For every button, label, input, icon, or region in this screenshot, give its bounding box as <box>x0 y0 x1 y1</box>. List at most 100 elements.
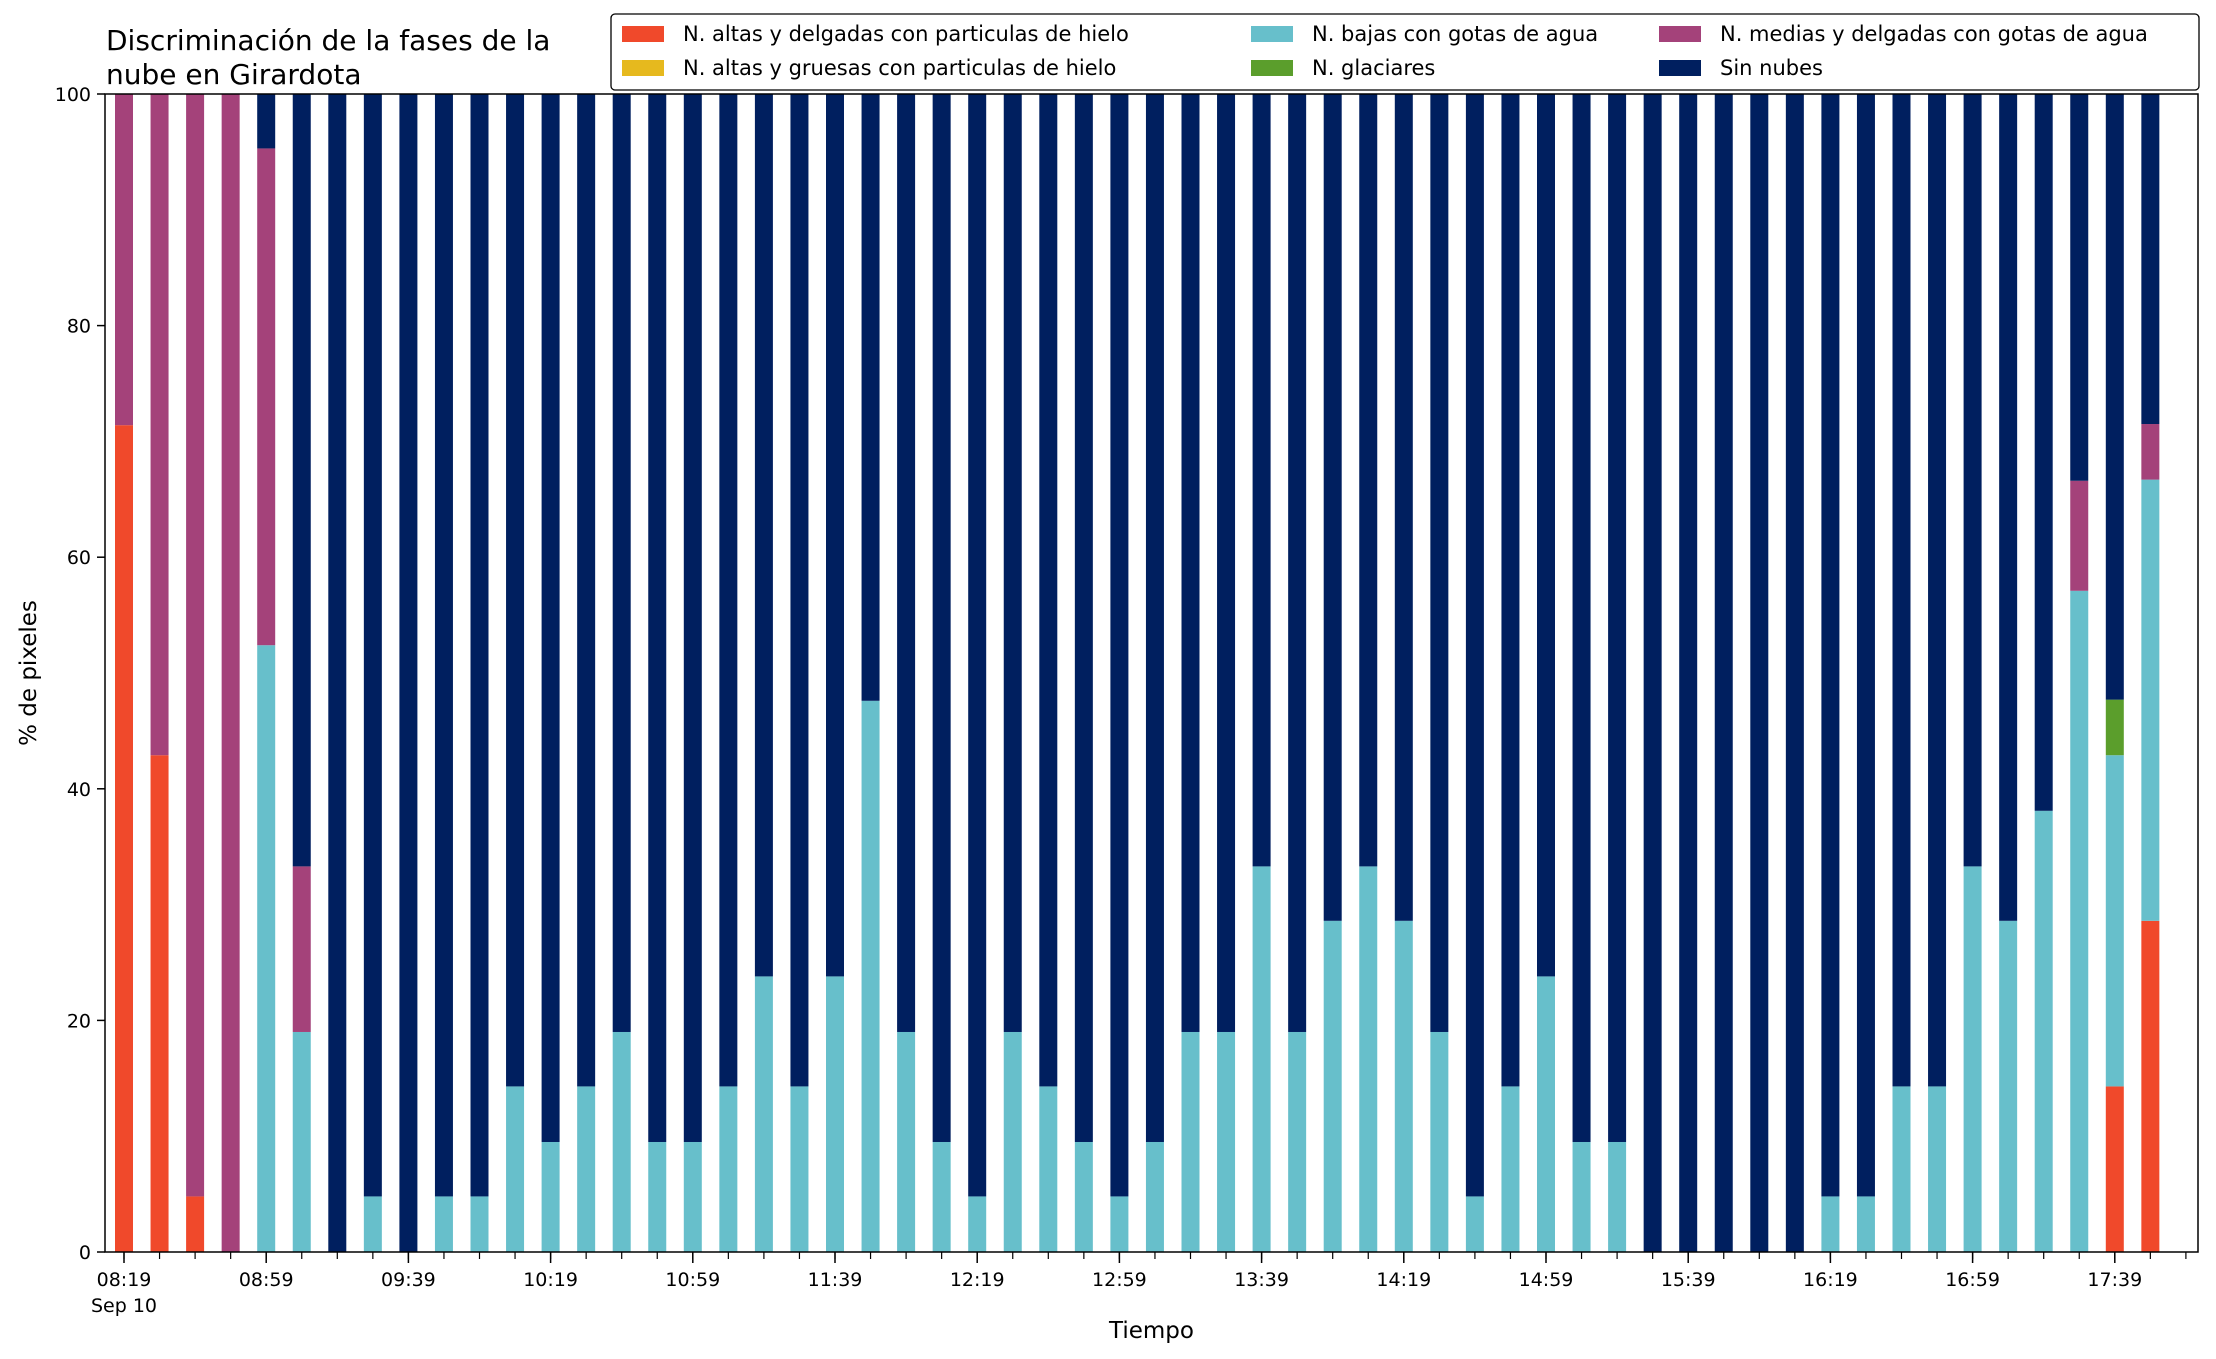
bar-segment-56-series-5 <box>2105 94 2124 700</box>
bar-segment-37-series-5 <box>1430 94 1449 1032</box>
bar-segment-4-series-5 <box>257 94 276 149</box>
bar-segment-6-series-5 <box>328 94 347 1252</box>
bar-segment-1-series-0 <box>150 755 169 1252</box>
bar-segment-32-series-2 <box>1252 866 1271 1252</box>
bar-segment-46-series-5 <box>1750 94 1769 1252</box>
bar-segment-25-series-5 <box>1003 94 1022 1032</box>
bar-segment-49-series-5 <box>1856 94 1875 1197</box>
bar-segment-57-series-2 <box>2141 479 2160 921</box>
bar-segment-21-series-2 <box>861 700 880 1252</box>
x-tick-sublabel-0: Sep 10 <box>91 1295 157 1317</box>
x-tick-label-32: 13:39 <box>1234 1269 1289 1291</box>
bar-segment-38-series-2 <box>1465 1196 1484 1252</box>
bar-segment-28-series-2 <box>1110 1196 1129 1252</box>
bar-segment-19-series-2 <box>790 1086 809 1252</box>
bar-segment-0-series-0 <box>115 425 133 1252</box>
legend: N. altas y delgadas con particulas de hi… <box>610 13 2200 91</box>
legend-swatch-4 <box>1659 26 1701 42</box>
bar-segment-20-series-5 <box>826 94 844 977</box>
bar-segment-29-series-5 <box>1145 94 1164 1142</box>
x-axis-label: Tiempo <box>1108 1318 1194 1344</box>
bar-segment-22-series-5 <box>897 94 916 1032</box>
bar-segment-53-series-2 <box>1999 920 2018 1252</box>
bar-segment-4-series-4 <box>257 148 276 646</box>
legend-label-5: Sin nubes <box>1720 56 1823 80</box>
bar-segment-12-series-5 <box>541 94 560 1142</box>
legend-label-2: N. bajas con gotas de agua <box>1312 22 1598 46</box>
bar-segment-4-series-2 <box>257 645 276 1252</box>
bar-segment-54-series-2 <box>2034 810 2053 1252</box>
legend-swatch-0 <box>622 26 664 42</box>
bar-segment-11-series-5 <box>506 94 525 1087</box>
bar-segment-28-series-5 <box>1110 94 1129 1197</box>
plot-frame <box>104 93 2199 1253</box>
bar-segment-34-series-5 <box>1323 94 1342 921</box>
bar-segment-52-series-2 <box>1963 866 1982 1252</box>
bar-segment-24-series-2 <box>968 1196 987 1252</box>
bar-segment-3-series-4 <box>221 94 240 1252</box>
bar-segment-13-series-2 <box>577 1086 596 1252</box>
bar-segment-55-series-4 <box>2070 480 2089 591</box>
bar-segment-21-series-5 <box>861 94 880 701</box>
bar-segment-56-series-3 <box>2105 699 2124 756</box>
bar-segment-56-series-2 <box>2105 755 2124 1087</box>
y-tick-label-20: 20 <box>67 1010 91 1032</box>
x-tick-label-0: 08:19 <box>97 1269 152 1291</box>
bar-segment-5-series-2 <box>292 1031 311 1252</box>
bar-segment-19-series-5 <box>790 94 809 1087</box>
x-tick-label-4: 08:59 <box>239 1269 294 1291</box>
bar-segment-9-series-2 <box>434 1196 453 1252</box>
bar-segment-22-series-2 <box>897 1031 916 1252</box>
bar-segment-11-series-2 <box>506 1086 525 1252</box>
bar-segment-29-series-2 <box>1145 1141 1164 1252</box>
bar-segment-44-series-5 <box>1679 94 1698 1252</box>
bar-segment-39-series-5 <box>1501 94 1520 1087</box>
bar-segment-16-series-5 <box>683 94 702 1142</box>
bar-segment-38-series-5 <box>1465 94 1484 1197</box>
chart-title-line-1: nube en Girardota <box>106 58 361 91</box>
bar-segment-49-series-2 <box>1856 1196 1875 1252</box>
bar-segment-57-series-5 <box>2141 94 2160 425</box>
bar-segment-2-series-4 <box>186 94 205 1197</box>
bar-segment-34-series-2 <box>1323 920 1342 1252</box>
bar-segment-33-series-5 <box>1288 94 1307 1032</box>
bar-segment-16-series-2 <box>683 1141 702 1252</box>
chart-title-line-0: Discriminación de la fases de la <box>106 24 550 57</box>
x-tick-label-16: 10:59 <box>665 1269 720 1291</box>
bar-segment-10-series-2 <box>470 1196 489 1252</box>
legend-label-0: N. altas y delgadas con particulas de hi… <box>683 22 1129 46</box>
legend-swatch-2 <box>1251 26 1293 42</box>
x-tick-label-20: 11:39 <box>808 1269 863 1291</box>
bar-segment-57-series-0 <box>2141 920 2160 1252</box>
y-tick-label-100: 100 <box>55 84 91 106</box>
bar-segment-47-series-5 <box>1785 94 1804 1252</box>
bar-segment-36-series-2 <box>1394 920 1413 1252</box>
bar-segment-41-series-5 <box>1572 94 1591 1142</box>
x-tick-label-56: 17:39 <box>2087 1269 2142 1291</box>
legend-swatch-5 <box>1659 60 1701 76</box>
bar-segment-26-series-5 <box>1039 94 1058 1087</box>
bar-segment-7-series-5 <box>363 94 382 1197</box>
x-tick-label-12: 10:19 <box>523 1269 578 1291</box>
bar-segment-2-series-0 <box>186 1196 205 1252</box>
bar-segment-48-series-5 <box>1821 94 1840 1197</box>
bar-segment-36-series-5 <box>1394 94 1413 921</box>
bar-segment-55-series-2 <box>2070 590 2089 1252</box>
bar-segment-41-series-2 <box>1572 1141 1591 1252</box>
bar-segment-0-series-4 <box>115 94 133 426</box>
x-tick-label-8: 09:39 <box>381 1269 436 1291</box>
bar-segment-23-series-2 <box>932 1141 951 1252</box>
bar-segment-35-series-2 <box>1359 866 1378 1252</box>
bar-segment-55-series-5 <box>2070 94 2089 481</box>
bar-segment-35-series-5 <box>1359 94 1378 867</box>
bar-segment-20-series-2 <box>826 976 844 1252</box>
bar-segment-51-series-2 <box>1928 1086 1947 1252</box>
x-tick-label-36: 14:19 <box>1376 1269 1431 1291</box>
legend-swatch-1 <box>622 60 664 76</box>
legend-box <box>610 13 2200 91</box>
y-tick-label-60: 60 <box>67 547 91 569</box>
legend-label-3: N. glaciares <box>1312 56 1435 80</box>
bar-segment-45-series-5 <box>1714 94 1733 1252</box>
